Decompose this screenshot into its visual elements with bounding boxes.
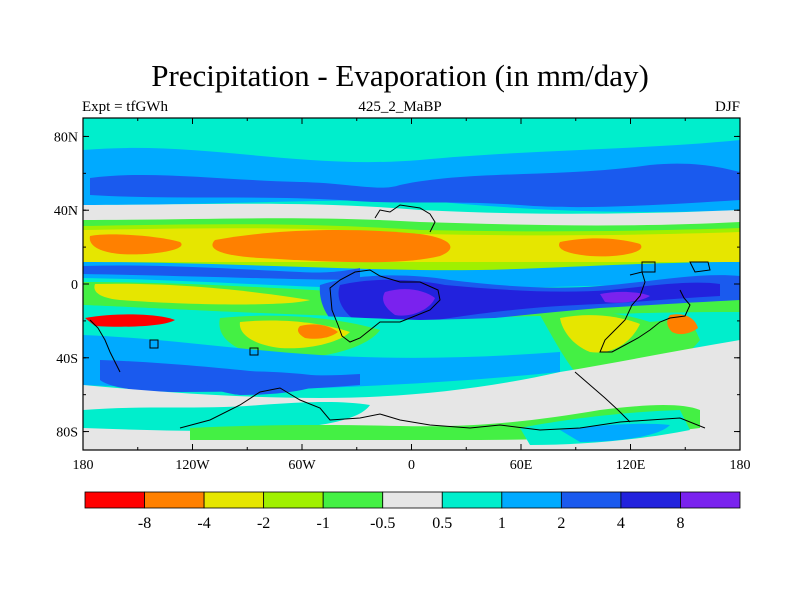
lon-tick-label: 0 [408, 458, 415, 473]
map-title: Precipitation - Evaporation (in mm/day) [151, 58, 649, 93]
latitude-axis: 80N 40N 0 40S 80S [54, 130, 740, 441]
colorbar-swatch [263, 491, 324, 509]
south-orange-pacific [297, 324, 338, 339]
colorbar-label: 2 [557, 515, 565, 532]
lon-tick-label: 60E [510, 458, 533, 473]
equator-yellow [94, 283, 310, 305]
colorbar-label: -2 [257, 515, 270, 532]
colorbar-label: -0.5 [370, 515, 395, 532]
colorbar-swatch [84, 491, 145, 509]
lon-tick-label: 180 [73, 458, 94, 473]
sw-red-patch [85, 314, 175, 327]
colorbar-swatch [382, 491, 443, 509]
colorbar-swatch [203, 491, 265, 509]
equator-purple-east [600, 291, 650, 303]
coastlines [89, 204, 711, 431]
lat-tick-label: 40N [54, 204, 78, 219]
itcz-north-dark [83, 265, 360, 280]
colorbar-label: -4 [197, 515, 210, 532]
lat-tick-label: 80S [56, 426, 78, 441]
coastline-south-shelf [179, 387, 706, 431]
equator-purple-core [383, 289, 435, 316]
colorbar: -8 -4 -2 -1 -0.5 0.5 1 2 4 8 [84, 491, 741, 532]
colorbar-swatch [560, 491, 622, 509]
coastline-sw-continent [89, 319, 121, 373]
colorbar-label: -8 [138, 515, 151, 532]
lat-tick-label: 40S [56, 352, 78, 367]
colorbar-swatch [322, 491, 384, 509]
colorbar-label: 8 [676, 515, 684, 532]
north-orange-atlantic [89, 234, 182, 255]
colorbar-label: 0.5 [432, 515, 452, 532]
lat-tick-label: 0 [71, 278, 78, 293]
north-orange-pacific [212, 230, 451, 263]
coastline-north [374, 204, 436, 233]
colorbar-swatch [441, 491, 503, 509]
coastline-se-margin [574, 371, 631, 423]
lat-tick-label: 80N [54, 130, 78, 145]
colorbar-swatch [680, 491, 741, 509]
coastline-small-island [149, 339, 259, 356]
colorbar-swatch [501, 491, 562, 509]
longitude-axis: 180 120W 60W 0 60E 120E 180 [73, 118, 751, 473]
lon-tick-label: 60W [288, 458, 316, 473]
coastline-equator-continent [329, 269, 441, 343]
season-label: DJF [714, 99, 740, 115]
experiment-label: Expt = tfGWh [82, 99, 168, 115]
colorbar-label: -1 [317, 515, 330, 532]
colorbar-label: 4 [617, 515, 625, 532]
lon-tick-label: 120W [175, 458, 210, 473]
south-blue-indian [200, 371, 330, 395]
lon-tick-label: 180 [730, 458, 751, 473]
south-skyblue-east [560, 423, 670, 442]
colorbar-label: 1 [498, 515, 506, 532]
north-dark-blue-band [90, 163, 740, 208]
equator-darkblue-core [338, 279, 720, 323]
north-orange-east [559, 238, 642, 257]
age-label: 425_2_MaBP [358, 99, 442, 115]
colorbar-swatch [144, 491, 205, 509]
coastline-east-continent [599, 271, 691, 353]
south-cyan-polar [83, 401, 370, 431]
south-orange-east [667, 314, 698, 335]
precip-field [83, 118, 740, 450]
lon-tick-label: 120E [616, 458, 646, 473]
coastline-east-islands [641, 261, 711, 273]
colorbar-swatch [620, 491, 681, 509]
